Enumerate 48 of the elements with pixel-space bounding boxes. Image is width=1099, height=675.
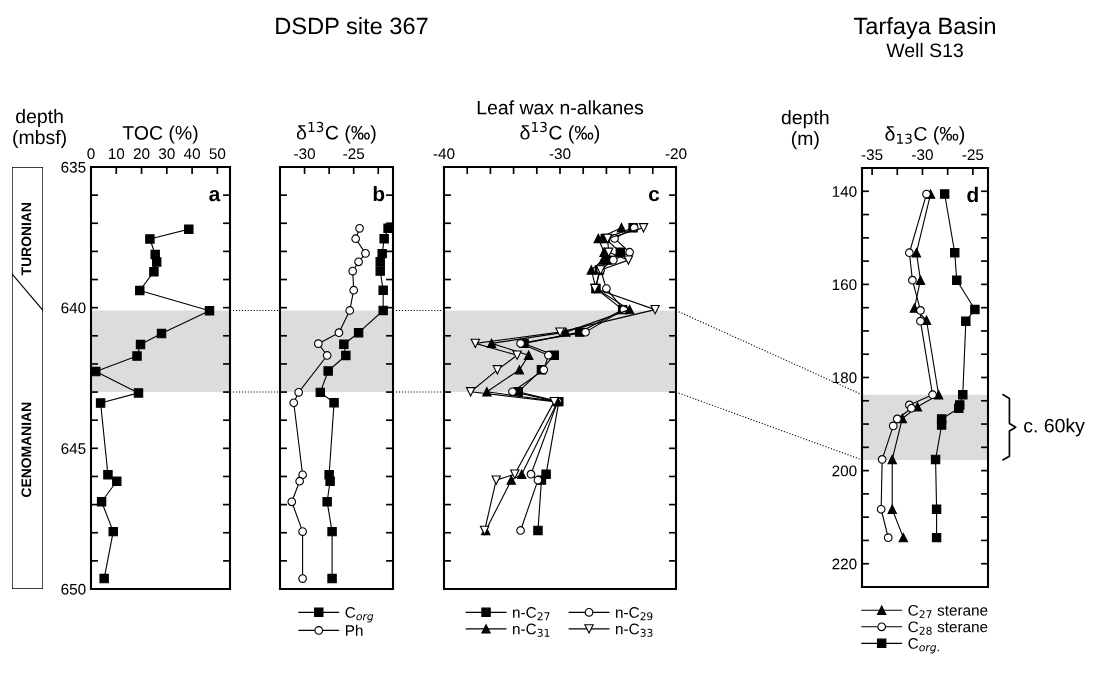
x-tick-label: 30 — [158, 148, 175, 160]
legend-label: n-C$_{33}$ — [616, 623, 653, 637]
x-tick-label: -25 — [343, 148, 365, 160]
x-tick-label: -30 — [912, 149, 933, 161]
x-tick-label: 10 — [108, 148, 125, 160]
y-tick-label: 220 — [832, 558, 857, 570]
y-tick-label: 180 — [832, 372, 857, 384]
x-tick-label: 50 — [209, 148, 226, 160]
x-tick-label: 20 — [133, 148, 150, 160]
legend-label: n-C$_{29}$ — [616, 606, 653, 621]
x-tick-label: -35 — [861, 149, 883, 161]
x-tick-label: -20 — [665, 148, 687, 160]
legend-label: C$_{28}$ sterane — [908, 621, 988, 635]
x-tick-label: 40 — [183, 148, 200, 160]
legend-label: Ph — [346, 624, 363, 636]
annotation: c — [648, 189, 660, 202]
x-axis-title: Leaf wax n-alkanes δ$^{13}$C (‰) — [477, 100, 644, 144]
annotation: b — [373, 185, 385, 202]
legend-label: C$_{org}$ — [345, 606, 374, 623]
x-tick-label: -40 — [433, 148, 455, 160]
x-tick-label: -30 — [549, 148, 571, 160]
y-tick-label: 640 — [61, 302, 86, 314]
y-tick-label: 645 — [61, 443, 86, 455]
text: c. 60ky — [1024, 418, 1085, 437]
text: CENOMANIAN — [21, 402, 32, 498]
x-tick-label: 0 — [87, 148, 95, 160]
x-axis-title: δ$_{13}$C (‰) — [885, 126, 965, 145]
y-tick-label: 140 — [832, 186, 857, 197]
text: TURONIAN — [21, 203, 32, 276]
legend-label: n-C$_{31}$ — [513, 623, 550, 637]
annotation: a — [209, 189, 221, 202]
x-tick-label: -25 — [962, 149, 984, 161]
annotation: d — [967, 186, 978, 203]
y-axis-title: depth (mbsf) — [13, 108, 66, 148]
legend-label: C$_{27}$ sterane — [908, 604, 988, 619]
x-tick-label: -30 — [294, 148, 316, 160]
legend-label: n-C$_{27}$ — [513, 606, 550, 621]
y-axis-title: depth (m) — [781, 110, 829, 150]
x-axis-title: δ$^{13}$C (‰) — [296, 121, 376, 144]
chart-title: Tarfaya Basin — [854, 17, 995, 40]
legend-label: C$_{org.}$ — [908, 637, 939, 654]
y-tick-label: 635 — [61, 161, 86, 173]
y-tick-label: 160 — [832, 279, 857, 291]
y-tick-label: 650 — [61, 583, 86, 595]
y-tick-label: 200 — [832, 465, 857, 477]
x-axis-title: TOC (%) — [122, 125, 198, 144]
chart-subtitle: Well S13 — [886, 42, 963, 58]
chart-title: DSDP site 367 — [276, 17, 428, 35]
